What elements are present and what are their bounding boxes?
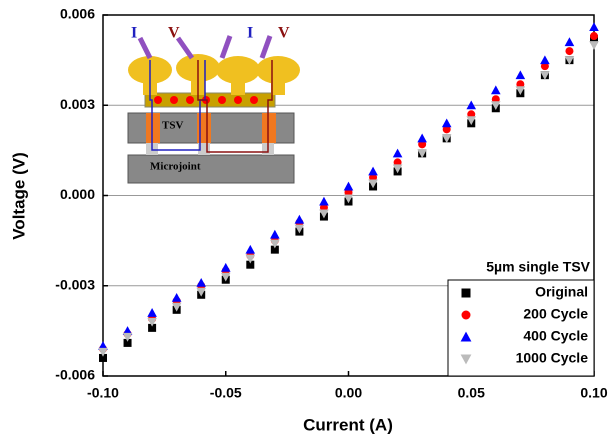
point [515,86,526,96]
point [246,260,255,269]
y-tick-label: 0.003 [60,96,95,112]
y-tick-label: 0.000 [60,186,95,202]
point [196,287,206,297]
legend-label: 200 Cycle [523,306,588,322]
point [270,229,280,239]
point [98,341,108,350]
y-tick-label: -0.006 [55,367,95,383]
point [220,272,231,282]
tsv [197,113,211,143]
x-tick-label: -0.10 [87,385,119,401]
point [319,209,329,219]
point [270,245,279,254]
point [441,134,452,144]
point [171,292,182,302]
point [565,47,574,56]
inset-label: I [247,25,253,42]
point [540,55,550,65]
probe-pads [128,54,300,95]
legend-label: Original [535,284,588,300]
point [270,239,280,249]
point [417,149,427,159]
point [319,203,328,212]
point [122,332,133,342]
plot-frame [102,14,595,377]
legend-label: 400 Cycle [523,328,588,344]
point [589,41,599,50]
point [467,110,476,119]
point [441,118,452,128]
point [393,158,402,167]
legend-label: 1000 Cycle [516,350,589,366]
point [540,62,549,71]
tsv [262,113,276,143]
inset-label: V [278,25,290,42]
point [466,100,477,110]
point [319,196,329,206]
point [220,262,231,272]
point [442,125,451,134]
point [147,308,157,317]
point [196,277,206,287]
point [147,317,157,327]
point [491,95,500,104]
point [294,214,305,224]
x-tick-label: 0.00 [335,385,362,401]
point [564,37,575,47]
point [540,71,550,80]
point [418,140,427,149]
x-tick-label: 0.10 [580,385,607,401]
point [343,181,354,191]
inset-label: Microjoint [150,161,201,173]
point [245,244,256,254]
point [123,338,132,347]
tsv [146,113,160,143]
chip-layer [127,154,295,184]
inset-label: TSV [162,120,183,132]
inset-label: I [131,25,137,42]
point [344,188,353,197]
point [98,347,108,357]
point [491,101,501,111]
y-axis-title: Voltage (V) [9,152,28,240]
point [99,353,107,362]
point [122,326,133,335]
point [590,32,598,41]
point [516,80,525,89]
legend-box [447,279,595,377]
point [368,166,378,176]
point [368,179,378,189]
point [417,133,427,143]
probes [137,35,273,60]
point [343,194,354,204]
point [392,148,403,158]
point [245,254,256,264]
point [294,224,305,234]
inset-diagram: I V I V TSV Microjoint [127,25,300,184]
x-tick-label: -0.05 [210,385,242,401]
point [589,22,599,32]
point [369,173,378,182]
point [148,323,157,332]
legend-marker [460,331,472,342]
voltage-path [197,60,273,153]
legend-marker [461,310,471,320]
point [564,56,575,65]
legend-marker [460,354,472,365]
legend-marker [461,288,471,298]
x-tick-label: 0.05 [458,385,485,401]
point [515,70,526,80]
point [491,85,501,95]
point [171,302,182,312]
point [466,116,477,126]
y-tick-label: 0.006 [60,6,95,22]
legend-title: 5µm single TSV [486,259,590,275]
x-axis-title: Current (A) [303,415,393,434]
inset-label: V [168,25,180,42]
bumps [154,96,258,104]
y-tick-label: -0.003 [55,276,95,292]
point [392,164,403,174]
